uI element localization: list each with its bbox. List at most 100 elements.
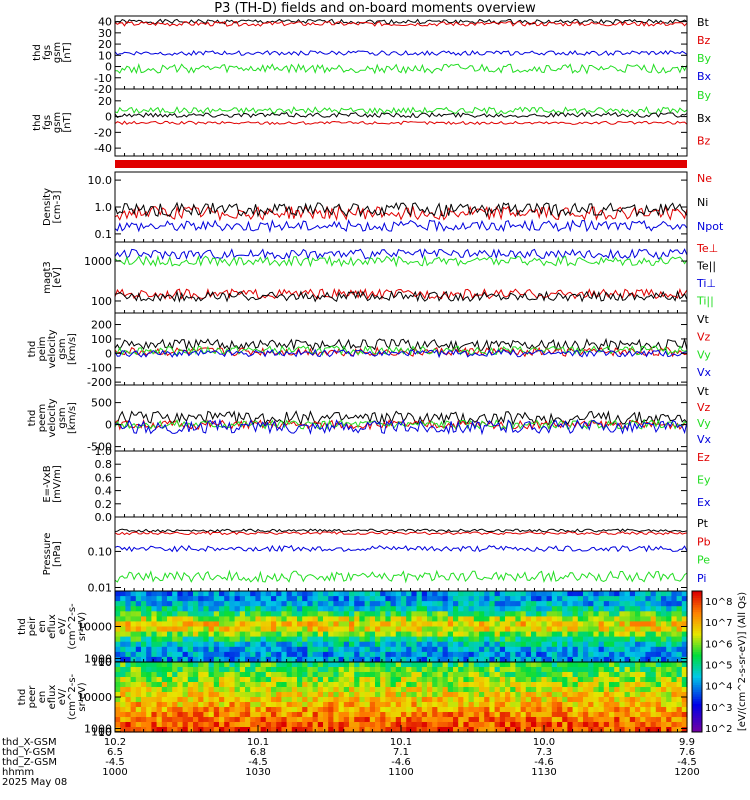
heatmap-cell <box>593 707 600 713</box>
heatmap-cell <box>271 677 277 683</box>
heatmap-cell <box>624 596 631 602</box>
x-row-label: thd_Z-GSM <box>2 757 57 768</box>
heatmap-cell <box>473 727 480 733</box>
y-tick-label: 100 <box>91 656 112 669</box>
heatmap-cell <box>640 662 646 668</box>
heatmap-cell <box>338 611 345 617</box>
heatmap-cell <box>447 702 454 708</box>
heatmap-cell <box>182 722 189 728</box>
heatmap-cell <box>468 641 475 648</box>
heatmap-cell <box>515 621 522 628</box>
heatmap-cell <box>650 717 657 723</box>
heatmap-cell <box>541 631 548 638</box>
heatmap-cell <box>619 601 626 607</box>
heatmap-cell <box>583 596 589 602</box>
heatmap-cell <box>588 636 594 643</box>
heatmap-cell <box>541 621 548 628</box>
heatmap-cell <box>161 717 168 723</box>
heatmap-cell <box>515 687 522 693</box>
y-axis-label: thd <box>27 341 38 358</box>
heatmap-cell <box>671 727 678 733</box>
heatmap-cell <box>676 702 683 708</box>
heatmap-cell <box>380 636 386 643</box>
heatmap-cell <box>260 606 267 612</box>
heatmap-cell <box>468 626 475 633</box>
heatmap-cell <box>302 697 308 703</box>
heatmap-cell <box>635 641 641 648</box>
heatmap-cell <box>349 682 355 688</box>
x-row-label: thd_Y-GSM <box>2 747 55 758</box>
heatmap-cell <box>395 631 402 638</box>
heatmap-cell <box>369 697 376 703</box>
heatmap-cell <box>588 672 594 678</box>
heatmap-cell <box>260 687 267 693</box>
heatmap-cell <box>317 651 324 658</box>
heatmap-cell <box>541 712 548 718</box>
heatmap-cell <box>260 626 267 633</box>
heatmap-cell <box>640 712 646 718</box>
heatmap-cell <box>146 611 152 617</box>
heatmap-cell <box>557 662 563 668</box>
heatmap-cell <box>619 616 626 623</box>
heatmap-cell <box>494 631 501 638</box>
heatmap-cell <box>250 717 256 723</box>
heatmap-cell <box>219 672 225 678</box>
y-tick-label: 0.6 <box>95 471 113 484</box>
heatmap-cell <box>271 591 277 597</box>
heatmap-cell <box>427 682 433 688</box>
heatmap-cell <box>541 636 548 643</box>
heatmap-cell <box>655 636 662 643</box>
heatmap-cell <box>369 702 376 708</box>
heatmap-cell <box>364 687 371 693</box>
heatmap-cell <box>624 611 631 617</box>
heatmap-cell <box>187 606 194 612</box>
heatmap-cell <box>224 717 230 723</box>
heatmap-cell <box>442 677 449 683</box>
heatmap-cell <box>406 692 412 698</box>
heatmap-cell <box>401 636 407 643</box>
heatmap-cell <box>260 707 267 713</box>
heatmap-cell <box>671 601 678 607</box>
heatmap-cell <box>567 606 574 612</box>
heatmap-cell <box>224 656 230 663</box>
heatmap-cell <box>120 611 126 617</box>
heatmap-cell <box>312 687 319 693</box>
heatmap-cell <box>411 687 418 693</box>
heatmap-cell <box>182 712 189 718</box>
heatmap-cell <box>323 727 329 733</box>
heatmap-cell <box>146 606 152 612</box>
heatmap-cell <box>203 697 210 703</box>
heatmap-cell <box>338 616 345 623</box>
heatmap-cell <box>375 672 381 678</box>
heatmap-cell <box>603 656 610 663</box>
y-axis-label: [nPa] <box>52 541 63 567</box>
heatmap-cell <box>343 656 350 663</box>
heatmap-cell <box>645 702 652 708</box>
heatmap-cell <box>307 621 314 628</box>
heatmap-cell <box>286 646 293 653</box>
heatmap-cell <box>598 646 605 653</box>
heatmap-cell <box>375 621 381 628</box>
heatmap-cell <box>557 692 563 698</box>
heatmap-cell <box>380 626 386 633</box>
heatmap-cell <box>401 727 407 733</box>
heatmap-cell <box>484 667 490 673</box>
y-axis-label: [km/s] <box>67 333 78 365</box>
heatmap-cell <box>520 687 527 693</box>
heatmap-cell <box>187 707 194 713</box>
y-tick-label: 10 <box>98 726 112 739</box>
heatmap-cell <box>583 601 589 607</box>
heatmap-cell <box>603 727 610 733</box>
heatmap-cell <box>624 707 631 713</box>
heatmap-cell <box>177 682 184 688</box>
heatmap-cell <box>609 641 615 648</box>
heatmap-cell <box>499 682 506 688</box>
heatmap-cell <box>229 646 236 653</box>
heatmap-cell <box>411 707 418 713</box>
heatmap-cell <box>640 722 646 728</box>
heatmap-cell <box>245 606 251 612</box>
heatmap-cell <box>130 641 137 648</box>
heatmap-cell <box>208 697 215 703</box>
heatmap-cell <box>291 682 298 688</box>
heatmap-cell <box>260 596 267 602</box>
